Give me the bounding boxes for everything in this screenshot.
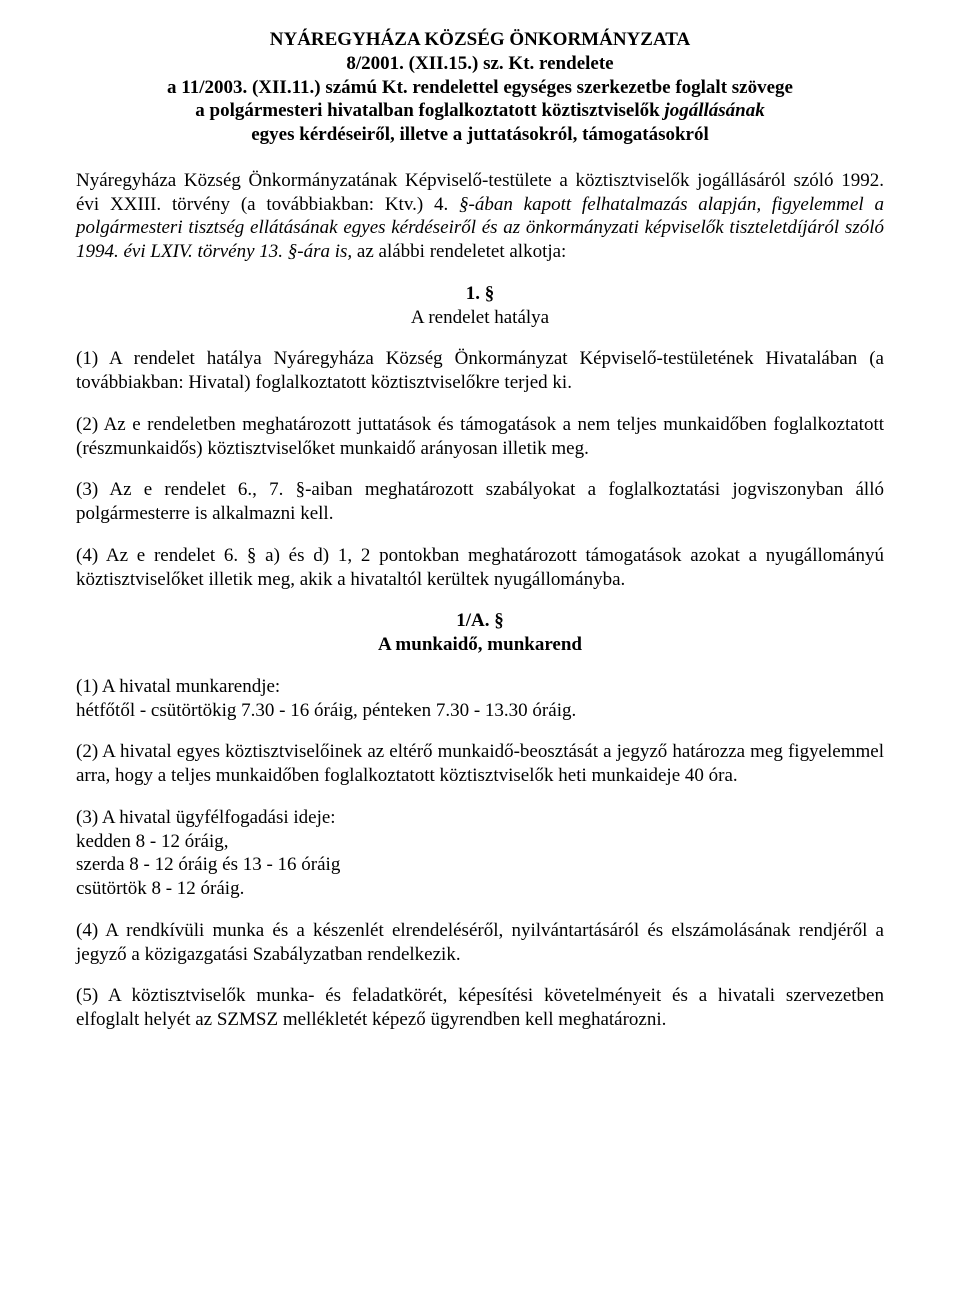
section-1a-p1-line2: hétfőtől - csütörtökig 7.30 - 16 óráig, … xyxy=(76,700,576,721)
section-1a-number: 1/A. § xyxy=(76,609,884,633)
section-1-para-1: (1) A rendelet hatálya Nyáregyháza Közsé… xyxy=(76,347,884,395)
section-1a-p3-line2: kedden 8 - 12 óráig, xyxy=(76,831,228,852)
section-1a-para-3: (3) A hivatal ügyfélfogadási ideje: kedd… xyxy=(76,806,884,901)
section-1-number: 1. § xyxy=(76,282,884,306)
section-1-heading: 1. § A rendelet hatálya xyxy=(76,282,884,330)
title-line-2: 8/2001. (XII.15.) sz. Kt. rendelete xyxy=(76,52,884,76)
section-1a-title: A munkaidő, munkarend xyxy=(76,633,884,657)
section-1a-p3-line4: csütörtök 8 - 12 óráig. xyxy=(76,878,244,899)
section-1a-p3-line3: szerda 8 - 12 óráig és 13 - 16 óráig xyxy=(76,854,340,875)
section-1a-para-2: (2) A hivatal egyes köztisztviselőinek a… xyxy=(76,740,884,788)
title-line-5: egyes kérdéseiről, illetve a juttatásokr… xyxy=(76,123,884,147)
section-1a-para-5: (5) A köztisztviselők munka- és feladatk… xyxy=(76,984,884,1032)
section-1a-para-4: (4) A rendkívüli munka és a készenlét el… xyxy=(76,919,884,967)
title-line-1: NYÁREGYHÁZA KÖZSÉG ÖNKORMÁNYZATA xyxy=(76,28,884,52)
document-title: NYÁREGYHÁZA KÖZSÉG ÖNKORMÁNYZATA 8/2001.… xyxy=(76,28,884,147)
section-1-para-3: (3) Az e rendelet 6., 7. §-aiban meghatá… xyxy=(76,478,884,526)
title-line-4-plain: a polgármesteri hivatalban foglalkoztato… xyxy=(195,100,664,121)
section-1-title: A rendelet hatálya xyxy=(76,306,884,330)
section-1a-p3-line1: (3) A hivatal ügyfélfogadási ideje: xyxy=(76,807,336,828)
title-line-4: a polgármesteri hivatalban foglalkoztato… xyxy=(76,99,884,123)
title-line-3: a 11/2003. (XII.11.) számú Kt. rendelett… xyxy=(76,76,884,100)
preamble-paragraph: Nyáregyháza Község Önkormányzatának Képv… xyxy=(76,169,884,264)
preamble-plain-2: az alábbi rendeletet alkotja: xyxy=(352,241,566,262)
section-1a-p1-line1: (1) A hivatal munkarendje: xyxy=(76,676,280,697)
section-1-para-4: (4) Az e rendelet 6. § a) és d) 1, 2 pon… xyxy=(76,544,884,592)
title-line-4-italic: jogállásának xyxy=(664,100,764,121)
section-1a-para-1: (1) A hivatal munkarendje: hétfőtől - cs… xyxy=(76,675,884,723)
section-1-para-2: (2) Az e rendeletben meghatározott jutta… xyxy=(76,413,884,461)
section-1a-heading: 1/A. § A munkaidő, munkarend xyxy=(76,609,884,657)
